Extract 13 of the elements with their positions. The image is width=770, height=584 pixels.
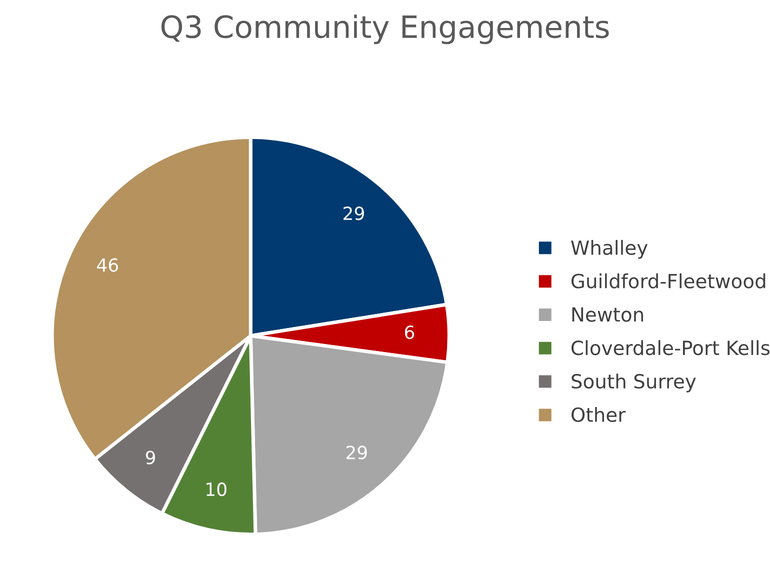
data-label: 6 (404, 325, 414, 340)
data-label: 29 (346, 446, 367, 460)
data-label: 10 (206, 482, 226, 496)
data-label: 9 (146, 450, 155, 464)
chart-title: Q3 Community Engagements (161, 14, 609, 44)
legend-label: Newton (572, 307, 644, 322)
legend-label: Guildford-Fleetwood (572, 273, 766, 288)
legend-label: Other (572, 406, 626, 422)
data-label: 29 (344, 206, 364, 220)
legend-label: Cloverdale-Port Kells (572, 340, 770, 356)
legend-label: Whalley (571, 240, 648, 259)
data-label: 46 (97, 258, 118, 272)
legend-label: South Surrey (572, 374, 696, 392)
